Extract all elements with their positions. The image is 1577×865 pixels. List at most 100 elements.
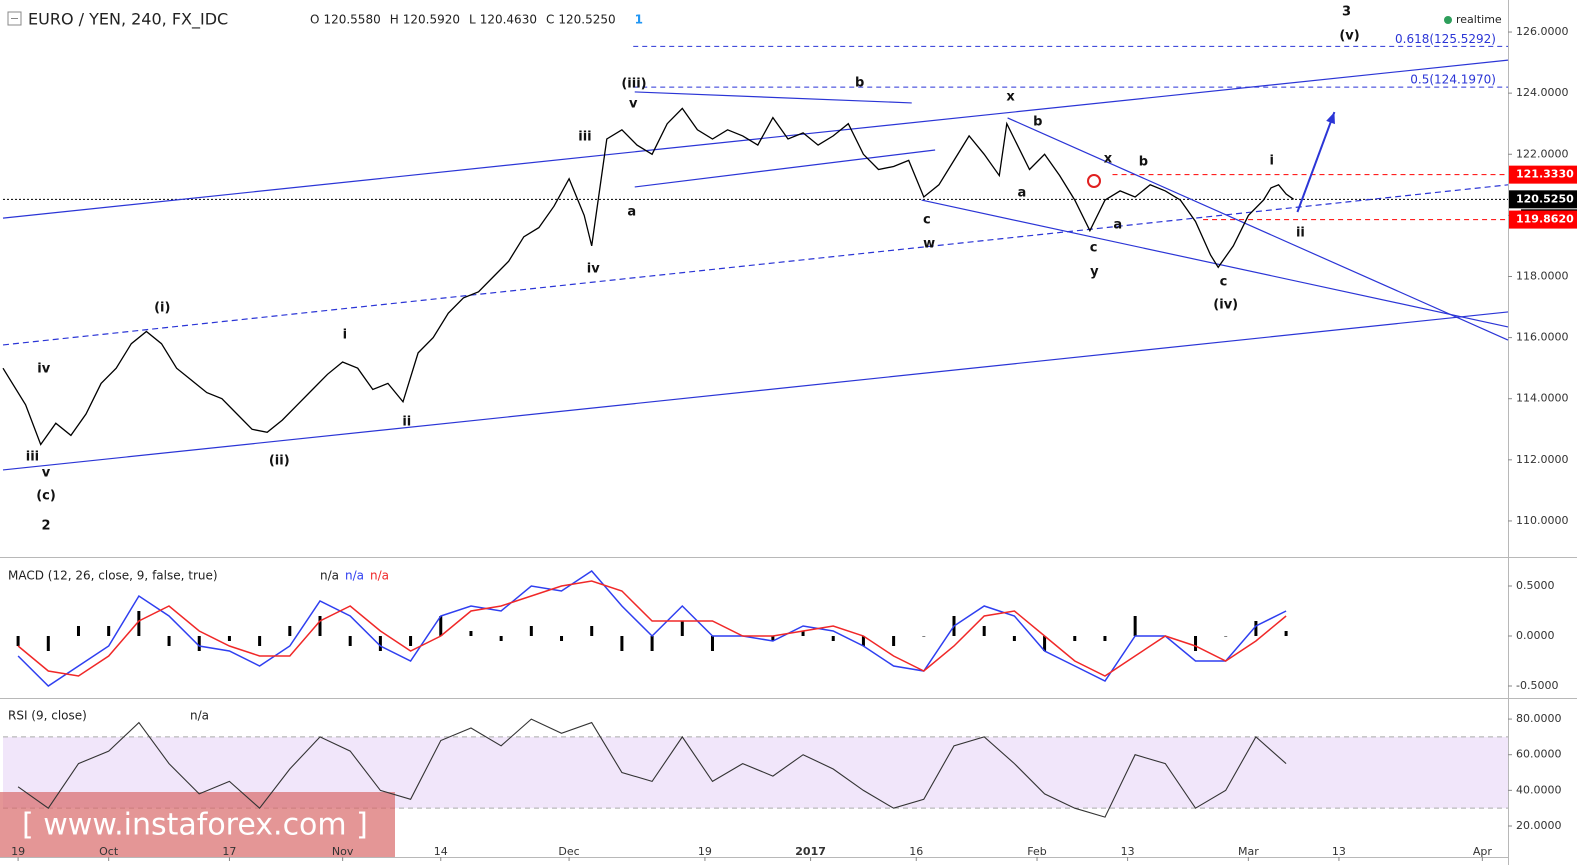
histogram-bar [197,636,201,651]
histogram-bar [1224,636,1228,637]
wave-label: (iv) [1213,297,1238,312]
histogram-bar [710,636,714,651]
wave-label: (c) [36,488,56,503]
y-tick-label: 20.0000 [1516,819,1562,832]
wave-label: b [1033,115,1042,130]
wave-label: i [343,328,347,343]
histogram-bar [107,626,111,636]
ohlc-label: O [310,13,319,27]
ohlc-value: 120.5250 [558,13,615,27]
histogram-bar [982,626,986,636]
trendline [2,311,1509,471]
histogram-bar [620,636,624,651]
histogram-bar [348,636,352,646]
price-line [2,107,1294,446]
trendline [1296,111,1336,213]
histogram-bar [1284,631,1288,636]
wave-label: iii [578,130,591,145]
fib-label: 0.618(125.5292) [1395,32,1496,46]
price-tag [1509,210,1577,229]
y-tick-label: 40.0000 [1516,783,1562,796]
rsi-line [17,718,1287,818]
wave-label: ii [1296,226,1305,241]
x-tick-label: 13 [1121,845,1135,858]
y-tick-label: 60.0000 [1516,748,1562,761]
x-tick-label: Dec [558,845,579,858]
y-tick-label: -0.5000 [1516,679,1558,692]
histogram-bar [590,626,594,636]
wave-label: (v) [1339,29,1359,44]
histogram-bar [167,636,171,646]
histogram-bar [227,636,231,641]
x-tick-label: Feb [1027,845,1046,858]
arrow-head [1326,112,1335,125]
x-tick-label: 19 [698,845,712,858]
y-tick-label: 114.0000 [1516,392,1569,405]
histogram-bar [409,636,413,646]
wave-label: (iii) [621,76,646,91]
price-tag-label: 120.5250 [1516,192,1574,205]
status-label: realtime [1456,13,1502,26]
x-tick-label: Oct [99,845,119,858]
collapse-button[interactable] [7,11,22,26]
wave-label: y [1090,264,1099,279]
y-tick-label: 112.0000 [1516,453,1569,466]
ohlc-label: C [546,13,554,27]
clock-icon [1087,174,1101,188]
macd-line [17,570,1287,687]
histogram-bar [469,631,473,636]
ohlc-label: L [469,13,476,27]
histogram-bar [1103,636,1107,641]
histogram-bar [560,636,564,641]
ohlc-value: 120.5920 [403,13,460,27]
histogram-bar [1194,636,1198,651]
wave-label: a [1113,218,1122,233]
wave-label: v [42,465,51,480]
histogram-bar [801,631,805,636]
x-tick-label: 2017 [795,845,826,858]
histogram-bar [318,616,322,636]
histogram-bar [922,636,926,637]
x-tick-label: Mar [1238,845,1259,858]
wave-label: c [1090,241,1098,256]
histogram-bar [137,611,141,636]
histogram-bar [529,626,533,636]
status-dot [1444,16,1452,24]
histogram-bar [1254,621,1258,636]
wave-label: c [923,212,931,227]
watermark-box [0,792,395,857]
trendline [634,91,912,104]
watermark: [ www.instaforex.com ] [22,808,368,843]
histogram-bar [892,636,896,646]
histogram-bar [288,626,292,636]
wave-label: 3 [1342,5,1351,20]
wave-label: i [1270,153,1274,168]
y-tick-label: 118.0000 [1516,269,1569,282]
indicator-badge: 1 [635,13,643,27]
histogram-bar [76,626,80,636]
histogram-bar [1043,636,1047,651]
histogram-bar [1073,636,1077,641]
na-label: n/a [320,569,339,583]
na-label: n/a [370,569,389,583]
indicator-title: RSI (9, close) [8,709,87,723]
price-tag [1509,190,1577,209]
y-tick-label: 122.0000 [1516,147,1569,160]
x-tick-label: 16 [909,845,923,858]
y-tick-label: 80.0000 [1516,712,1562,725]
wave-label: a [1018,186,1027,201]
histogram-bar [1012,636,1016,641]
histogram-bar [1133,616,1137,636]
wave-label: 2 [41,519,50,534]
histogram-bar [439,616,443,636]
wave-label: w [923,237,935,252]
wave-label: (ii) [269,454,290,469]
y-tick-label: 0.5000 [1516,579,1555,592]
histogram-bar [650,636,654,651]
ohlc-value: 120.5580 [323,13,380,27]
histogram-bar [771,636,775,641]
price-tag-label: 119.8620 [1516,213,1574,226]
histogram-bar [680,621,684,636]
